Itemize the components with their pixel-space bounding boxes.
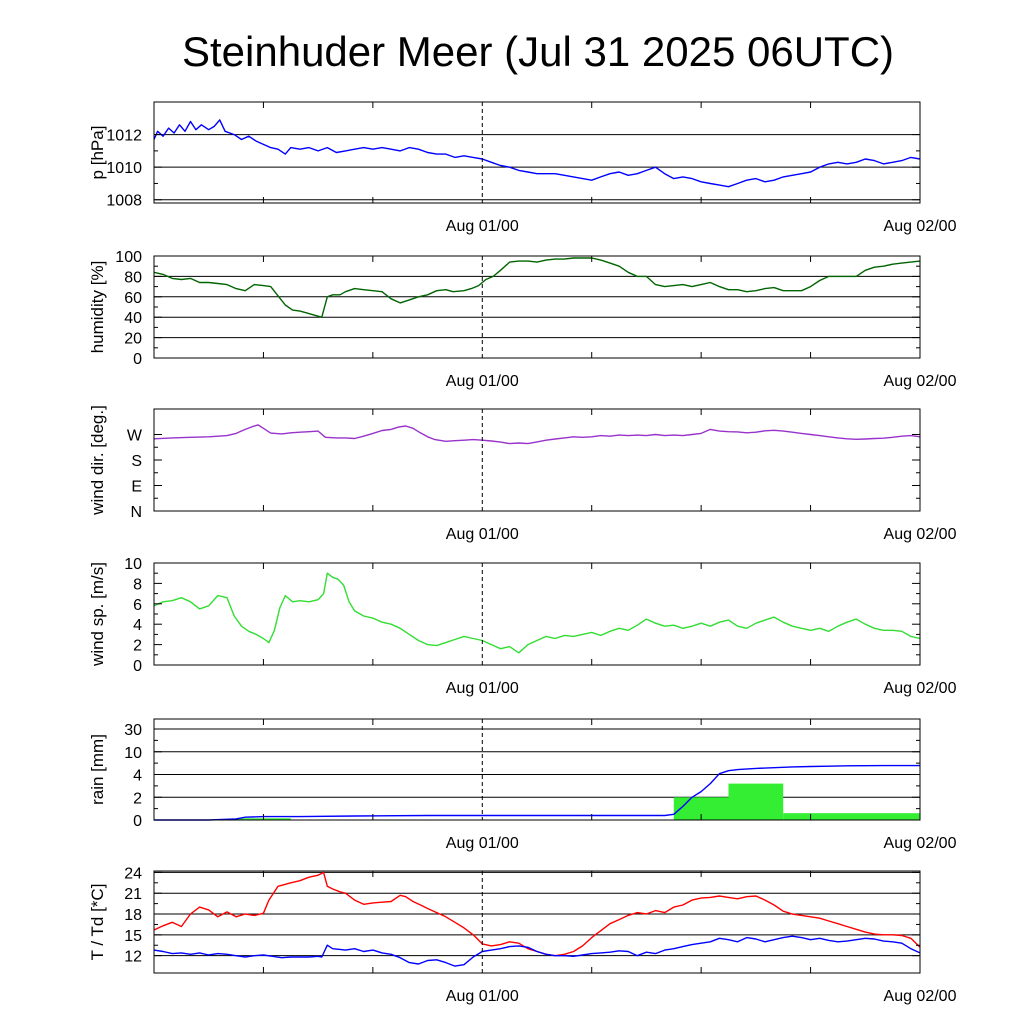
wind_dir-line [153,424,921,445]
y-tick-label: 1012 [106,128,142,145]
y-tick-label: 15 [124,928,142,945]
y-axis-label: humidity [%] [88,261,107,354]
x-tick-label: Aug 01/00 [446,218,519,235]
y-tick-label: 18 [124,907,142,924]
panel-3: Aug 01/00 Aug 02/00 0 2 4 6 8 10 wind sp. [m/s] [88,556,957,697]
x-tick-label: Aug 01/00 [446,680,519,697]
y-tick-label: 4 [133,768,142,785]
plot-frame [153,718,921,821]
y-tick-label: 60 [124,290,142,307]
y-tick-label: E [131,479,142,496]
chart-title: Steinhuder Meer (Jul 31 2025 06UTC) [182,28,894,75]
y-axis-label: T / Td [*C] [88,884,107,961]
rain-bar [728,783,784,820]
panel-4: Aug 01/00 Aug 02/00 0 2 4 10 30 rain [mm] [88,718,957,852]
x-tick-label: Aug 02/00 [884,680,957,697]
y-tick-label: N [130,504,142,521]
y-tick-label: W [127,428,143,445]
y-tick-label: 0 [133,813,142,830]
dewpoint-line [153,935,921,967]
y-tick-label: 100 [115,249,142,266]
y-tick-label: 30 [124,722,142,739]
y-tick-label: 80 [124,269,142,286]
panel-1: Aug 01/00 Aug 02/00 0 20 40 60 80 100 humidity [… [88,249,957,390]
x-tick-label: Aug 02/00 [884,218,957,235]
y-tick-label: 10 [124,556,142,573]
y-tick-label: 10 [124,745,142,762]
panel-5: Aug 01/00 Aug 02/00 12 15 18 21 24 T / Td [*C] [88,865,957,1005]
plot-frame [153,101,921,204]
y-tick-label: 20 [124,331,142,348]
y-tick-label: 2 [133,638,142,655]
plot-frame [153,562,921,666]
humidity-line [153,257,921,318]
x-tick-label: Aug 02/00 [884,988,957,1005]
wind_speed-line [153,572,921,654]
x-tick-label: Aug 01/00 [446,526,519,543]
plot-frame [153,408,921,512]
y-tick-label: 0 [133,351,142,368]
y-axis-label: wind sp. [m/s] [88,562,107,667]
rain-bar [783,813,920,820]
y-tick-label: 4 [133,617,142,634]
rain_cum-line [154,764,920,821]
y-axis-label: wind dir. [deg.] [88,405,107,516]
y-tick-label: 2 [133,790,142,807]
y-tick-label: 1008 [106,193,142,210]
x-tick-label: Aug 02/00 [884,835,957,852]
plot-frame [153,255,921,359]
x-tick-label: Aug 02/00 [884,373,957,390]
y-tick-label: 8 [133,576,142,593]
y-tick-label: 6 [133,597,142,614]
y-tick-label: 24 [124,865,142,882]
y-tick-label: 1010 [106,160,142,177]
y-axis-label: p [hPa] [88,126,107,180]
x-tick-label: Aug 01/00 [446,373,519,390]
y-tick-label: 21 [124,886,142,903]
y-tick-label: 0 [133,658,142,675]
y-tick-label: 40 [124,310,142,327]
y-tick-label: S [131,453,142,470]
plot-frame [153,870,921,974]
x-tick-label: Aug 01/00 [446,835,519,852]
rain-bar [673,797,729,820]
x-tick-label: Aug 01/00 [446,988,519,1005]
y-axis-label: rain [mm] [88,734,107,805]
x-tick-label: Aug 02/00 [884,526,957,543]
pressure-line [153,119,921,188]
y-tick-label: 12 [124,949,142,966]
